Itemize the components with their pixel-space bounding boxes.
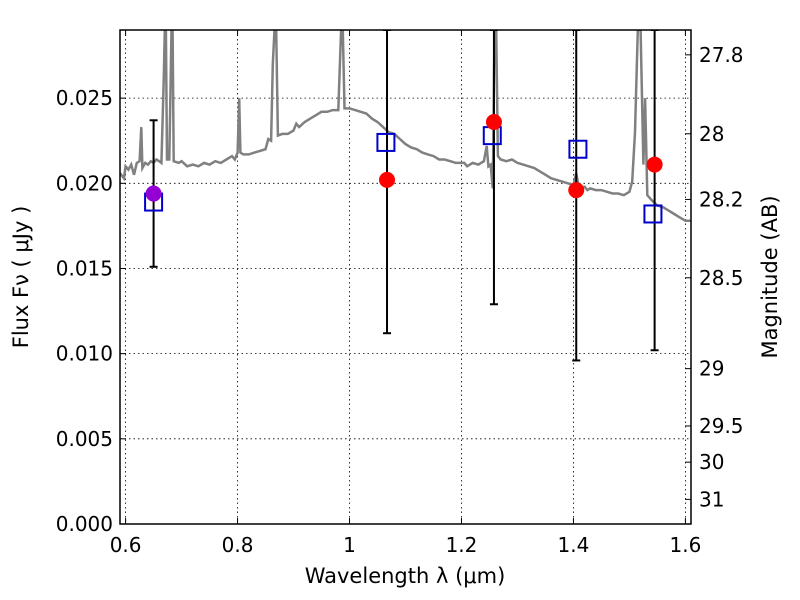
observed-point bbox=[485, 113, 502, 130]
right-tick-label: 29.5 bbox=[699, 414, 744, 438]
right-axis-label: Magnitude (AB) bbox=[758, 195, 782, 358]
y-tick-label: 0.025 bbox=[56, 86, 113, 110]
x-axis-label: Wavelength λ (μm) bbox=[305, 564, 506, 588]
x-tick-label: 0.6 bbox=[110, 533, 142, 557]
axis-ticks: 0.6 0.8 1 1.2 1.4 1.6 0.000 0.005 0.010 0.015 0.02… bbox=[56, 30, 744, 557]
x-tick-label: 0.8 bbox=[222, 533, 254, 557]
plot-background bbox=[120, 30, 691, 524]
right-tick-label: 30 bbox=[699, 450, 724, 474]
model-square bbox=[643, 204, 663, 224]
right-tick-label: 28 bbox=[699, 122, 724, 146]
observed-point bbox=[379, 171, 396, 188]
right-tick-label: 29 bbox=[699, 357, 724, 381]
model-spectrum-line bbox=[120, 30, 691, 223]
x-tick-label: 1 bbox=[343, 533, 356, 557]
y-tick-label: 0.015 bbox=[56, 256, 113, 280]
data-markers bbox=[144, 113, 663, 224]
x-tick-label: 1.4 bbox=[558, 533, 590, 557]
right-tick-label: 28.5 bbox=[699, 266, 744, 290]
y-tick-label: 0.000 bbox=[56, 512, 113, 536]
y-tick-label: 0.020 bbox=[56, 171, 113, 195]
y-tick-label: 0.005 bbox=[56, 427, 113, 451]
y-axis-label: Flux Fν ( μJy ) bbox=[9, 206, 33, 349]
observed-point bbox=[646, 156, 663, 173]
y-tick-label: 0.010 bbox=[56, 342, 113, 366]
right-tick-label: 28.2 bbox=[699, 187, 744, 211]
model-square bbox=[568, 139, 588, 159]
model-square bbox=[376, 132, 396, 152]
observed-point bbox=[568, 182, 585, 199]
right-tick-label: 31 bbox=[699, 487, 724, 511]
x-tick-label: 1.2 bbox=[446, 533, 478, 557]
x-tick-label: 1.6 bbox=[669, 533, 701, 557]
plot-frame bbox=[119, 29, 692, 525]
right-tick-label: 27.8 bbox=[699, 43, 744, 67]
observed-point bbox=[145, 185, 162, 202]
